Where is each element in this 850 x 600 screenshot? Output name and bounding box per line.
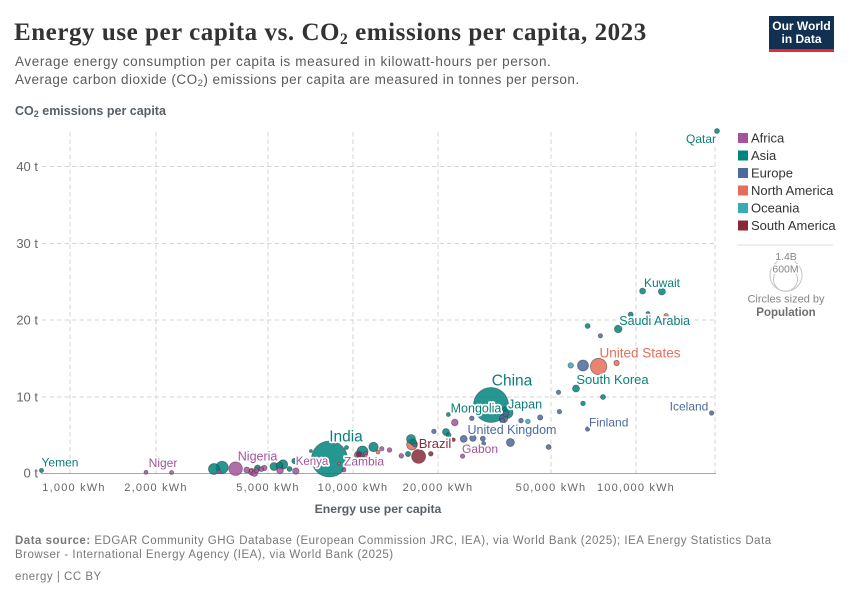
svg-text:Saudi Arabia: Saudi Arabia (619, 314, 690, 328)
svg-text:Energy use per capita vs. CO2: Energy use per capita vs. CO2 emissions … (14, 19, 647, 48)
svg-text:Circles sized by: Circles sized by (747, 294, 825, 306)
svg-text:0 t: 0 t (24, 466, 39, 481)
svg-text:Africa: Africa (751, 131, 785, 146)
svg-text:Mongolia: Mongolia (451, 401, 502, 415)
svg-text:30 t: 30 t (16, 236, 38, 251)
svg-text:40 t: 40 t (16, 159, 38, 174)
svg-text:2,000 kWh: 2,000 kWh (124, 482, 187, 494)
svg-text:1.4B: 1.4B (775, 251, 797, 263)
svg-text:Niger: Niger (149, 456, 178, 470)
svg-text:Average energy consumption per: Average energy consumption per capita is… (15, 54, 551, 69)
svg-text:Kuwait: Kuwait (644, 276, 681, 290)
svg-text:Finland: Finland (589, 416, 628, 430)
svg-text:Oceania: Oceania (751, 201, 800, 216)
svg-text:South Korea: South Korea (576, 372, 649, 387)
svg-text:10,000 kWh: 10,000 kWh (318, 482, 389, 494)
svg-text:North America: North America (751, 183, 834, 198)
svg-text:Population: Population (756, 307, 815, 319)
svg-text:Kenya: Kenya (296, 456, 329, 468)
svg-text:South America: South America (751, 218, 836, 233)
svg-text:100,000 kWh: 100,000 kWh (597, 482, 675, 494)
svg-text:10 t: 10 t (16, 390, 38, 405)
svg-text:Average carbon dioxide (CO2) e: Average carbon dioxide (CO2) emissions p… (15, 72, 580, 89)
svg-text:Qatar: Qatar (686, 132, 716, 146)
svg-text:20,000 kWh: 20,000 kWh (403, 482, 474, 494)
svg-text:China: China (492, 372, 533, 389)
svg-text:energy | CC BY: energy | CC BY (15, 571, 102, 583)
svg-text:Zambia: Zambia (344, 455, 384, 469)
svg-text:20 t: 20 t (16, 313, 38, 328)
svg-text:5,000 kWh: 5,000 kWh (236, 482, 299, 494)
svg-text:50,000 kWh: 50,000 kWh (516, 482, 587, 494)
svg-text:United States: United States (599, 346, 680, 361)
svg-text:Browser - International Energy: Browser - International Energy Agency (I… (15, 549, 394, 561)
svg-text:India: India (329, 428, 363, 445)
svg-text:Data source: EDGAR Community G: Data source: EDGAR Community GHG Databas… (15, 535, 772, 547)
svg-text:Gabon: Gabon (462, 442, 498, 456)
svg-text:Japan: Japan (508, 397, 542, 411)
svg-text:Asia: Asia (751, 148, 777, 163)
svg-text:Brazil: Brazil (419, 436, 452, 451)
svg-text:CO2 emissions per capita: CO2 emissions per capita (15, 104, 167, 119)
svg-text:Europe: Europe (751, 166, 793, 181)
svg-text:Energy use per capita: Energy use per capita (315, 502, 442, 516)
svg-text:600M: 600M (772, 264, 798, 276)
svg-text:United Kingdom: United Kingdom (468, 423, 557, 437)
svg-text:Yemen: Yemen (42, 456, 79, 470)
svg-text:Our World: Our World (772, 19, 830, 33)
svg-text:Nigeria: Nigeria (238, 449, 278, 463)
svg-text:in Data: in Data (781, 32, 821, 46)
svg-text:1,000 kWh: 1,000 kWh (42, 482, 105, 494)
svg-text:Iceland: Iceland (670, 400, 709, 414)
